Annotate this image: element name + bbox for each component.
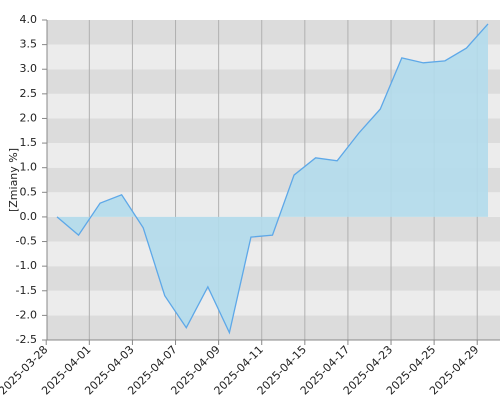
y-tick-label: 3.0 xyxy=(20,62,38,75)
line xyxy=(56,23,489,335)
grid-band xyxy=(47,266,500,291)
y-tick-label: 4.0 xyxy=(20,13,38,26)
y-tick-label: 2.0 xyxy=(20,111,38,124)
y-tick-label: 3.5 xyxy=(20,38,38,51)
y-tick-label: -2.0 xyxy=(16,308,37,321)
y-tick-label: 0.0 xyxy=(20,210,38,223)
y-tick-label: 2.5 xyxy=(20,87,38,100)
y-tick-label: -1.5 xyxy=(16,284,37,297)
y-tick-label: 0.5 xyxy=(20,185,38,198)
y-axis-label: [Zmiany %] xyxy=(7,148,20,212)
y-tick-label: 1.5 xyxy=(20,136,38,149)
y-tick-label: -1.0 xyxy=(16,259,37,272)
grid-band xyxy=(47,290,500,316)
y-tick-label: -2.5 xyxy=(16,333,37,346)
area-fill xyxy=(57,23,488,333)
grid-band xyxy=(47,20,500,45)
grid-band xyxy=(47,241,500,267)
y-tick-label: -0.5 xyxy=(16,235,37,248)
y-tick-label: 1.0 xyxy=(20,161,38,174)
grid-band xyxy=(47,315,500,340)
